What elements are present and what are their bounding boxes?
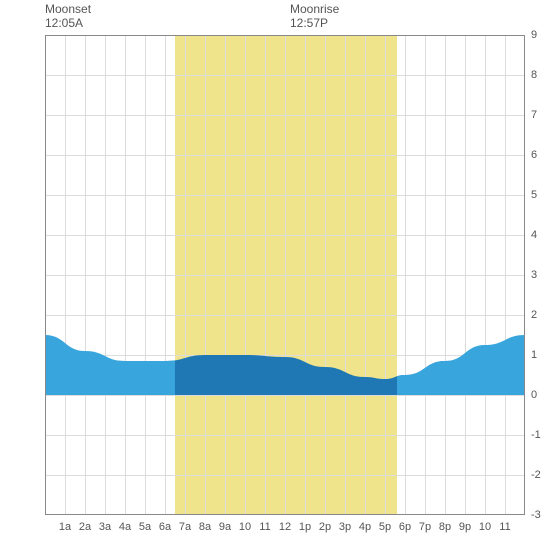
x-tick-label: 8a [199, 521, 211, 533]
x-tick-label: 11 [499, 521, 510, 533]
moonrise-time: 12:57P [290, 16, 339, 30]
y-tick-label: 8 [531, 69, 537, 81]
y-tick-label: 0 [531, 389, 537, 401]
y-tick-label: 6 [531, 149, 537, 161]
y-tick-label: -1 [531, 429, 541, 441]
y-tick-label: 1 [531, 349, 537, 361]
x-tick-label: 1a [59, 521, 71, 533]
x-tick-label: 4p [359, 521, 371, 533]
x-tick-label: 10 [479, 521, 491, 533]
y-tick-label: 4 [531, 229, 537, 241]
y-tick-label: 7 [531, 109, 537, 121]
x-tick-label: 5a [139, 521, 151, 533]
moonset-title: Moonset [45, 2, 91, 16]
y-tick-label: 2 [531, 309, 537, 321]
y-tick-label: 9 [531, 29, 537, 41]
moonrise-title: Moonrise [290, 2, 339, 16]
x-tick-label: 8p [439, 521, 451, 533]
y-tick-label: 3 [531, 269, 537, 281]
x-tick-label: 7p [419, 521, 431, 533]
y-tick-label: -3 [531, 509, 541, 521]
x-tick-label: 7a [179, 521, 191, 533]
moonset-time: 12:05A [45, 16, 91, 30]
x-tick-label: 2a [79, 521, 91, 533]
moonset-label: Moonset 12:05A [45, 2, 91, 30]
moonrise-label: Moonrise 12:57P [290, 2, 339, 30]
x-tick-label: 6a [159, 521, 171, 533]
x-tick-label: 9p [459, 521, 471, 533]
x-tick-label: 10 [239, 521, 251, 533]
x-tick-label: 11 [259, 521, 270, 533]
x-tick-label: 1p [299, 521, 311, 533]
tide-area-overlay [45, 35, 525, 515]
tide-chart: Moonset 12:05A Moonrise 12:57P 1a 2a 3a 4a 5… [0, 0, 550, 550]
x-tick-label: 2p [319, 521, 331, 533]
y-tick-label: 5 [531, 189, 537, 201]
x-tick-label: 4a [119, 521, 131, 533]
x-tick-label: 6p [399, 521, 411, 533]
y-tick-label: -2 [531, 469, 541, 481]
plot-area [45, 35, 525, 515]
x-tick-label: 5p [379, 521, 391, 533]
x-tick-label: 9a [219, 521, 231, 533]
x-tick-label: 3a [99, 521, 111, 533]
x-tick-label: 3p [339, 521, 351, 533]
x-tick-label: 12 [279, 521, 291, 533]
